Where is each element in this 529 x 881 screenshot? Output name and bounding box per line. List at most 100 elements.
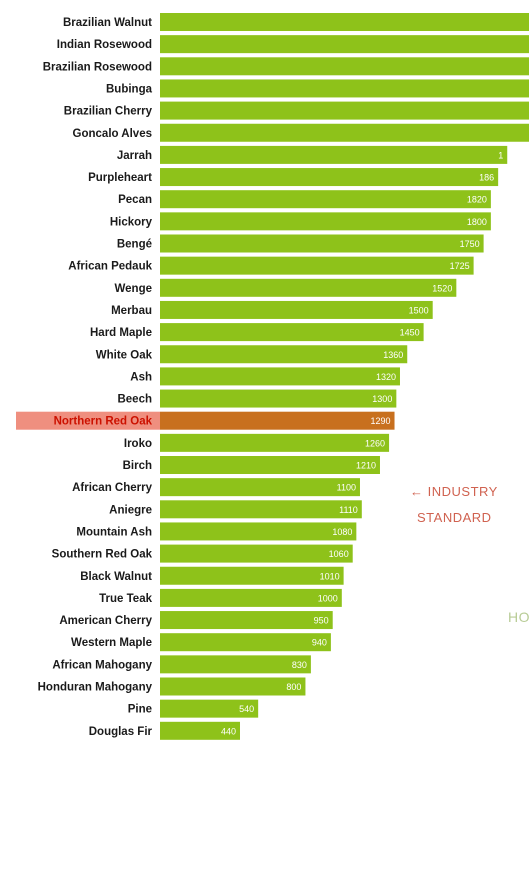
category-label-african-pedauk: African Pedauk bbox=[68, 261, 152, 273]
bar-beng- bbox=[160, 234, 484, 253]
category-label-black-walnut: Black Walnut bbox=[80, 571, 152, 583]
value-label-african-pedauk: 1725 bbox=[450, 261, 470, 271]
bar-hard-maple bbox=[160, 323, 424, 342]
value-label-jarrah: 1 bbox=[498, 150, 503, 160]
category-label-merbau: Merbau bbox=[111, 305, 152, 317]
bar-birch bbox=[160, 456, 380, 474]
bar-beech bbox=[160, 389, 397, 408]
category-label-american-cherry: American Cherry bbox=[59, 615, 152, 627]
value-label-pine: 540 bbox=[239, 704, 254, 714]
bar-true-teak bbox=[160, 588, 342, 607]
category-label-mountain-ash: Mountain Ash bbox=[76, 526, 152, 538]
bar-pine bbox=[160, 699, 259, 718]
bar-pecan bbox=[160, 190, 491, 209]
value-label-white-oak: 1360 bbox=[383, 350, 403, 360]
category-label-purpleheart: Purpleheart bbox=[88, 172, 152, 184]
category-label-northern-red-oak: Northern Red Oak bbox=[54, 416, 153, 428]
category-label-iroko: Iroko bbox=[124, 438, 152, 450]
industry-label: Industry bbox=[427, 484, 498, 499]
category-label-pecan: Pecan bbox=[118, 194, 152, 206]
bar-purpleheart bbox=[160, 168, 499, 187]
category-label-hickory: Hickory bbox=[110, 216, 153, 228]
bar-aniegre bbox=[160, 500, 362, 519]
value-label-aniegre: 1110 bbox=[339, 505, 358, 515]
bar-brazilian-rosewood bbox=[160, 57, 529, 76]
bar-western-maple bbox=[160, 633, 331, 652]
category-label-indian-rosewood: Indian Rosewood bbox=[57, 39, 152, 51]
bar-iroko bbox=[160, 433, 390, 452]
value-label-ash: 1320 bbox=[376, 372, 396, 382]
category-label-western-maple: Western Maple bbox=[71, 637, 152, 649]
bar-white-oak bbox=[160, 345, 408, 364]
value-label-douglas-fir: 440 bbox=[221, 726, 236, 736]
value-label-southern-red-oak: 1060 bbox=[329, 549, 349, 559]
category-label-brazilian-rosewood: Brazilian Rosewood bbox=[43, 61, 152, 73]
bar-merbau bbox=[160, 300, 433, 319]
value-label-iroko: 1260 bbox=[365, 438, 385, 448]
value-label-purpleheart: 186 bbox=[479, 173, 494, 183]
category-label-aniegre: Aniegre bbox=[109, 504, 152, 516]
category-label-douglas-fir: Douglas Fir bbox=[89, 726, 153, 738]
value-label-beech: 1300 bbox=[372, 394, 392, 404]
standard-label: Standard bbox=[417, 510, 492, 525]
category-label-beech: Beech bbox=[117, 394, 152, 406]
bar-douglas-fir bbox=[160, 721, 240, 740]
value-label-african-mahogany: 830 bbox=[292, 660, 307, 670]
cut-off-side-text: Ho bbox=[508, 609, 529, 625]
bar-goncalo-alves bbox=[160, 123, 529, 142]
category-label-beng-: Bengé bbox=[117, 239, 152, 251]
bar-african-cherry bbox=[160, 478, 360, 497]
value-label-honduran-mahogany: 800 bbox=[286, 682, 301, 692]
category-label-jarrah: Jarrah bbox=[117, 150, 152, 162]
category-label-true-teak: True Teak bbox=[99, 593, 152, 605]
category-label-goncalo-alves: Goncalo Alves bbox=[73, 128, 152, 140]
category-label-ash: Ash bbox=[130, 371, 152, 383]
bar-mountain-ash bbox=[160, 522, 357, 541]
category-label-pine: Pine bbox=[128, 704, 152, 716]
value-label-american-cherry: 950 bbox=[314, 616, 329, 626]
value-label-wenge: 1520 bbox=[432, 283, 452, 293]
value-label-northern-red-oak: 1290 bbox=[370, 416, 390, 426]
value-label-merbau: 1500 bbox=[409, 305, 429, 315]
value-label-hard-maple: 1450 bbox=[400, 328, 420, 338]
bar-bubinga bbox=[160, 79, 529, 98]
category-label-honduran-mahogany: Honduran Mahogany bbox=[38, 682, 153, 694]
highlight-label-background bbox=[16, 411, 160, 430]
category-label-african-cherry: African Cherry bbox=[72, 482, 152, 494]
category-label-wenge: Wenge bbox=[115, 283, 153, 295]
category-label-hard-maple: Hard Maple bbox=[90, 327, 152, 339]
value-label-pecan: 1820 bbox=[467, 195, 487, 205]
bar-southern-red-oak bbox=[160, 544, 353, 563]
category-label-white-oak: White Oak bbox=[96, 349, 153, 361]
bar-indian-rosewood bbox=[160, 35, 529, 54]
bar-northern-red-oak bbox=[160, 411, 395, 430]
bar-brazilian-cherry bbox=[160, 101, 529, 120]
bar-american-cherry bbox=[160, 611, 333, 630]
industry-annotation: ← Industry bbox=[410, 484, 498, 499]
category-label-brazilian-cherry: Brazilian Cherry bbox=[64, 106, 153, 118]
bar-wenge bbox=[160, 278, 457, 297]
arrow-left-icon: ← bbox=[410, 484, 424, 499]
value-label-african-cherry: 1100 bbox=[337, 483, 356, 493]
value-label-mountain-ash: 1080 bbox=[332, 527, 352, 537]
category-label-birch: Birch bbox=[123, 460, 152, 472]
category-label-bubinga: Bubinga bbox=[106, 83, 153, 95]
value-label-black-walnut: 1010 bbox=[320, 571, 340, 581]
bar-black-walnut bbox=[160, 566, 344, 585]
value-label-beng-: 1750 bbox=[460, 239, 480, 249]
bar-hickory bbox=[160, 212, 491, 231]
bar-african-pedauk bbox=[160, 256, 474, 275]
value-label-birch: 1210 bbox=[356, 461, 376, 471]
bar-honduran-mahogany bbox=[160, 677, 306, 696]
value-label-true-teak: 1000 bbox=[318, 593, 338, 603]
value-label-hickory: 1800 bbox=[467, 217, 487, 227]
bar-ash bbox=[160, 367, 400, 386]
bar-jarrah bbox=[160, 145, 508, 164]
value-label-western-maple: 940 bbox=[312, 638, 327, 648]
category-label-brazilian-walnut: Brazilian Walnut bbox=[63, 17, 152, 29]
bar-brazilian-walnut bbox=[160, 13, 529, 31]
bar-african-mahogany bbox=[160, 655, 311, 674]
category-label-southern-red-oak: Southern Red Oak bbox=[52, 549, 153, 561]
